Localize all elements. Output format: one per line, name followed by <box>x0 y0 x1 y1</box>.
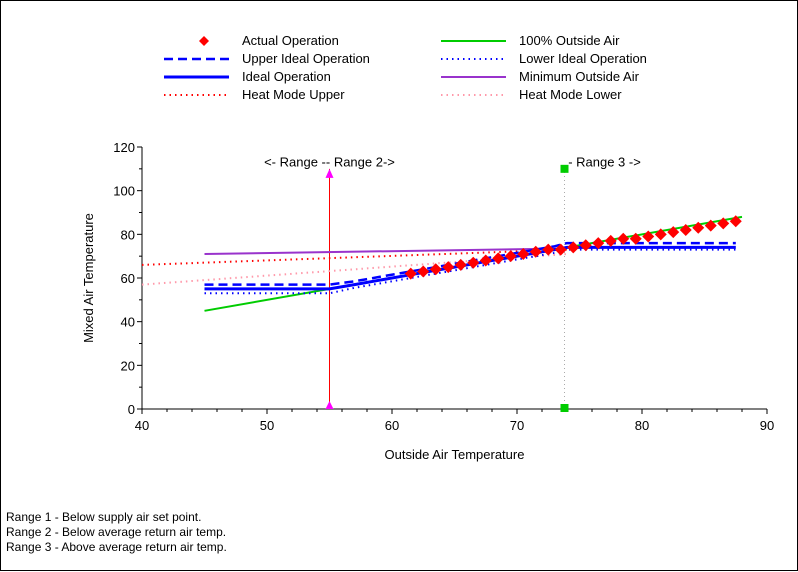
range-annotation-0: <- Range -- Range 2-> <box>264 154 395 169</box>
x-tick-label-0: 40 <box>135 418 149 433</box>
actual-operation-point <box>579 239 592 252</box>
legend-label-heat-mode-upper: Heat Mode Upper <box>242 87 345 102</box>
actual-operation-point <box>567 241 580 254</box>
upper-ideal-operation-line <box>204 241 736 286</box>
actual-operation-point <box>554 243 567 256</box>
actual-operation-point <box>717 217 730 230</box>
x-axis-label: Outside Air Temperature <box>385 447 525 462</box>
actual-operation-point <box>529 245 542 258</box>
range-note-1: Range 1 - Below supply air set point. <box>6 510 202 524</box>
actual-operation-point <box>542 243 555 256</box>
actual-operation-point <box>629 232 642 245</box>
actual-operation-point <box>467 256 480 269</box>
range-marker-bottom-arrow-0 <box>325 401 334 409</box>
legend-swatch-actual-operation <box>199 36 209 46</box>
actual-operation-point <box>517 247 530 260</box>
minimum-outside-air-line <box>204 247 568 255</box>
actual-operation-point <box>617 232 630 245</box>
actual-operation-point <box>654 228 667 241</box>
lower-ideal-operation-line <box>204 248 736 295</box>
actual-operation-point <box>604 234 617 247</box>
range-marker-top-arrow-0 <box>325 168 334 178</box>
y-tick-label-2: 40 <box>121 315 135 330</box>
y-tick-label-4: 80 <box>121 227 135 242</box>
legend-label-ideal-operation: Ideal Operation <box>242 69 331 84</box>
actual-operation-point <box>504 250 517 263</box>
x-tick-label-3: 70 <box>510 418 524 433</box>
legend-label-100-outside-air: 100% Outside Air <box>519 33 620 48</box>
y-tick-label-0: 0 <box>128 402 135 417</box>
x-tick-label-2: 60 <box>385 418 399 433</box>
x-tick-label-4: 80 <box>635 418 649 433</box>
legend-label-actual-operation: Actual Operation <box>242 33 339 48</box>
x-tick-label-1: 50 <box>260 418 274 433</box>
range-note-2: Range 2 - Below average return air temp. <box>6 525 227 539</box>
actual-operation-point <box>642 230 655 243</box>
range-marker-bottom-square-1 <box>560 404 569 412</box>
ideal-operation-line <box>204 245 736 291</box>
actual-operation-point <box>417 265 430 278</box>
actual-operation-point <box>667 226 680 239</box>
legend-label-heat-mode-lower: Heat Mode Lower <box>519 87 622 102</box>
range-note-3: Range 3 - Above average return air temp. <box>6 540 227 554</box>
actual-operation-point <box>429 263 442 276</box>
actual-operation-point <box>442 261 455 274</box>
legend-label-lower-ideal-operation: Lower Ideal Operation <box>519 51 647 66</box>
y-tick-label-6: 120 <box>113 140 135 155</box>
actual-operation-point <box>592 237 605 250</box>
range-marker-top-square-1 <box>560 164 569 173</box>
actual-operation-point <box>479 254 492 267</box>
y-tick-label-5: 100 <box>113 184 135 199</box>
range-annotation-1: - Range 3 -> <box>568 154 641 169</box>
legend-label-upper-ideal-operation: Upper Ideal Operation <box>242 51 370 66</box>
actual-operation-point <box>729 215 742 228</box>
actual-operation-point <box>454 258 467 271</box>
actual-operation-point <box>692 221 705 234</box>
x-tick-label-5: 90 <box>760 418 774 433</box>
legend-label-minimum-outside-air: Minimum Outside Air <box>519 69 639 84</box>
actual-operation-point <box>679 223 692 236</box>
actual-operation-point <box>404 267 417 280</box>
actual-operation-point <box>704 219 717 232</box>
actual-operation-point <box>492 252 505 265</box>
y-axis-label: Mixed Air Temperature <box>81 213 96 343</box>
y-tick-label-1: 20 <box>121 358 135 373</box>
y-tick-label-3: 60 <box>121 271 135 286</box>
